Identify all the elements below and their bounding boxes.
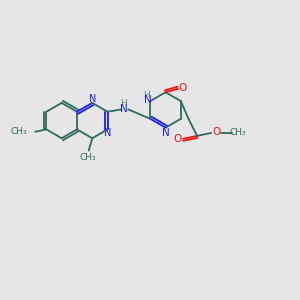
Text: CH₃: CH₃ xyxy=(10,127,27,136)
Text: CH₃: CH₃ xyxy=(230,128,246,137)
Text: H: H xyxy=(120,99,127,108)
Text: N: N xyxy=(104,128,111,138)
Text: N: N xyxy=(162,128,170,138)
Text: H: H xyxy=(143,91,150,100)
Text: N: N xyxy=(144,95,152,105)
Text: N: N xyxy=(88,94,96,104)
Text: O: O xyxy=(179,83,187,93)
Text: N: N xyxy=(121,104,128,114)
Text: CH₃: CH₃ xyxy=(80,153,96,162)
Text: O: O xyxy=(173,134,182,144)
Text: O: O xyxy=(212,127,220,137)
